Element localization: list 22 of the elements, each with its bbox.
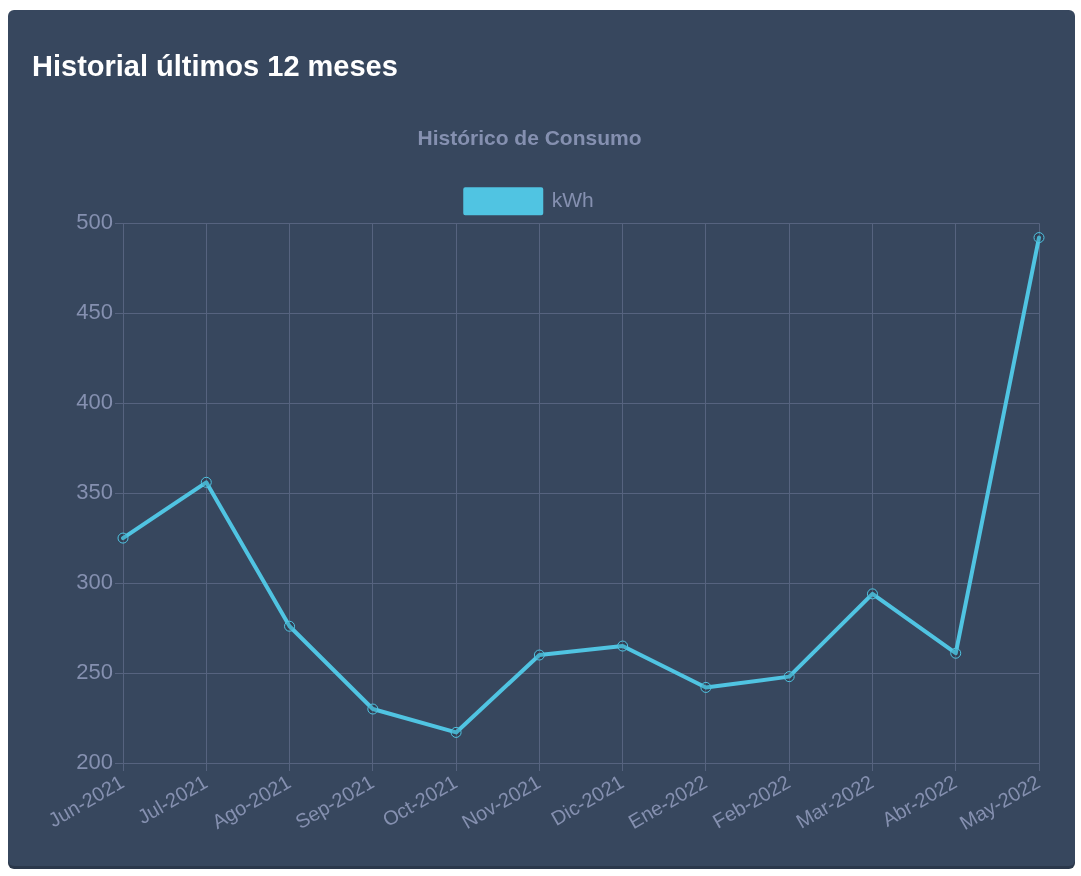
y-tick-label: 250 [76,659,113,685]
y-tick-label: 500 [76,209,113,235]
point [617,640,629,652]
y-tick-label: 350 [76,479,113,505]
y-tick-label: 400 [76,389,113,415]
y-tick-label: 200 [76,749,113,775]
legend-label: kWh [551,188,594,211]
y-tick-label: 300 [76,569,113,595]
chart-title: Historial últimos 12 meses [32,49,398,83]
point [1033,232,1045,244]
chart-subtitle: Histórico de Consumo [417,126,642,150]
point [700,681,712,693]
point [533,649,545,661]
point [117,532,129,544]
point [783,671,795,683]
point [367,703,379,715]
point [450,726,462,738]
point [866,588,878,600]
point [950,647,962,659]
point [200,476,212,488]
y-tick-label: 450 [76,299,113,325]
point [284,620,296,632]
